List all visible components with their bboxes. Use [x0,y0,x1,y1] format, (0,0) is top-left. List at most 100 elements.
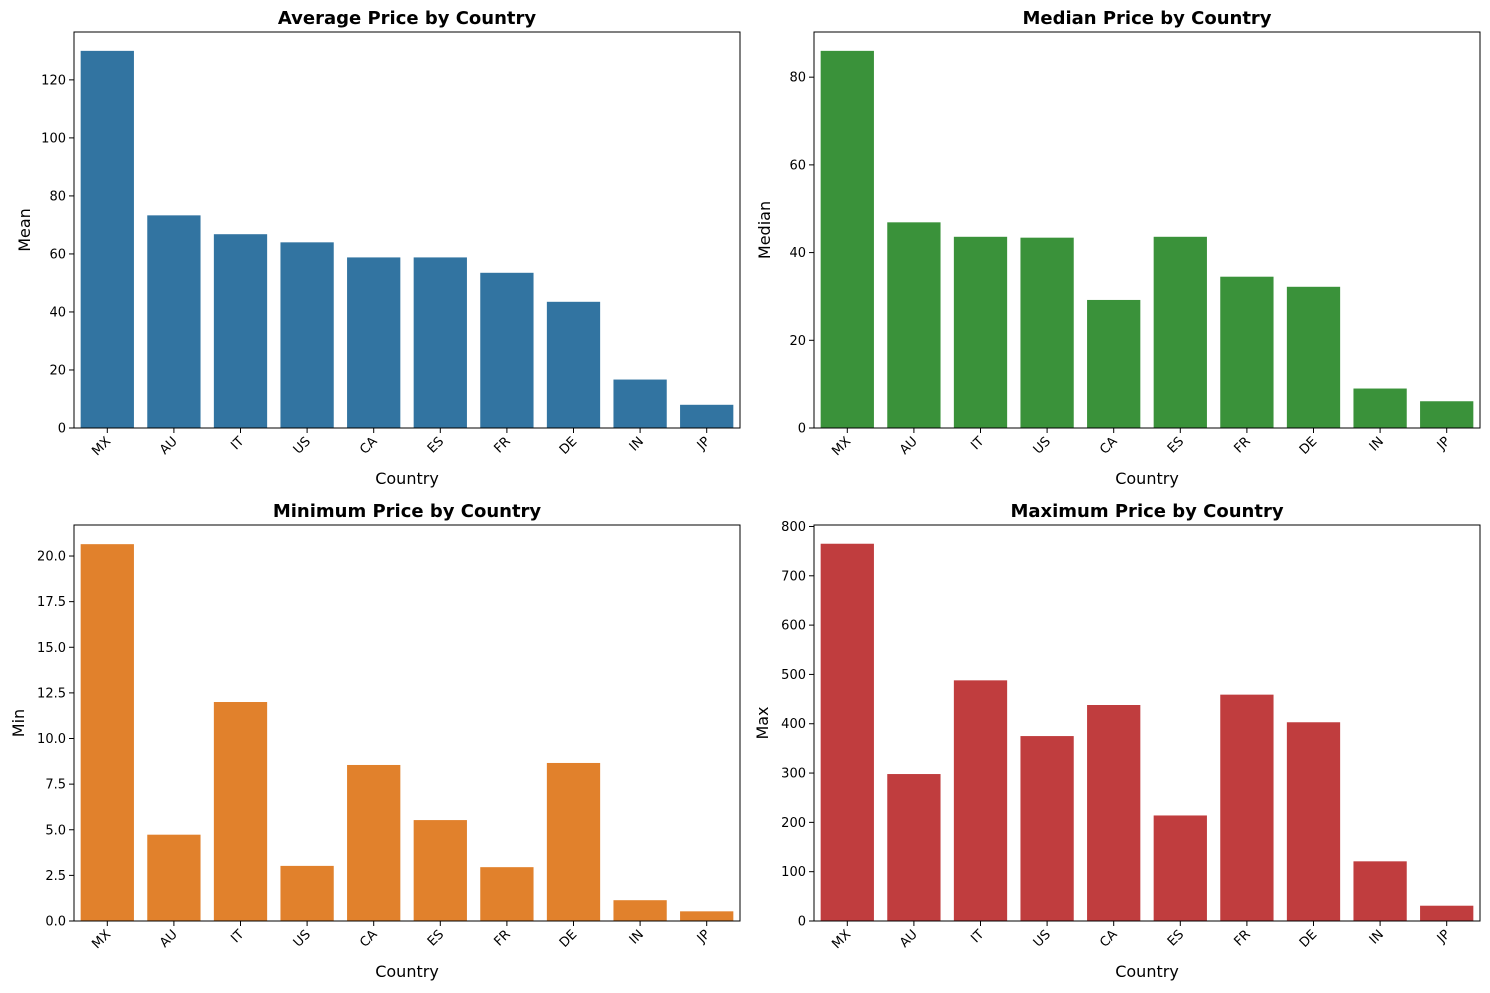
plot-frame [813,31,1481,429]
x-tick-label: ES [425,927,447,949]
chart-title: Median Price by Country [1022,8,1271,29]
bar-it [213,234,268,428]
y-axis-label: Max [753,706,772,739]
bar-mx [80,544,134,921]
chart-title: Average Price by Country [278,8,537,29]
bar-de [546,301,601,428]
bar-us [280,865,334,921]
bar-in [613,379,667,428]
bar-ca [347,764,401,921]
y-tick-label: 300 [781,767,806,782]
x-tick-label: FR [491,434,513,456]
x-tick-label: JP [1434,434,1454,454]
y-tick-label: 400 [781,717,806,732]
bar-in [1353,861,1407,921]
bar-jp [1420,905,1474,921]
x-tick-label: MX [829,434,854,459]
plot-frame [73,31,741,429]
y-tick-label: 100 [41,131,66,146]
x-axis-label: Country [1115,469,1179,488]
y-tick-label: 40 [49,305,66,320]
y-tick-label: 100 [781,865,806,880]
bar-jp [680,911,734,921]
y-tick-label: 600 [781,619,806,634]
x-tick-label: DE [557,434,581,458]
bar-es [1153,815,1207,921]
x-tick-label: FR [1231,927,1253,949]
y-tick-label: 80 [49,189,66,204]
y-tick-label: 17.5 [37,595,66,610]
x-tick-label: JP [1434,927,1454,947]
y-tick-label: 2.5 [45,869,66,884]
y-axis-label: Min [9,709,28,737]
x-tick-label: IT [228,434,247,453]
bar-ca [1087,299,1141,428]
y-tick-label: 800 [781,520,806,535]
bar-jp [680,404,734,428]
x-tick-label: IN [1367,927,1387,947]
bar-es [413,820,467,921]
x-tick-label: IN [1367,434,1387,454]
y-tick-label: 0 [58,422,66,437]
x-tick-label: US [291,927,314,950]
bar-ca [1087,705,1141,921]
bar-au [147,215,201,428]
x-tick-label: CA [1097,434,1120,457]
x-tick-label: AU [897,434,921,458]
y-tick-label: 80 [789,71,806,86]
x-tick-label: US [291,434,314,457]
chart-panel-4: 0 100 200 300 400 500 600 700 800 MX AU IT US CA ES FR D… [753,501,1481,981]
y-tick-label: 20 [789,334,806,349]
x-axis-label: Country [375,962,439,981]
x-tick-label: ES [1165,434,1187,456]
y-tick-label: 60 [49,247,66,262]
y-axis-label: Median [755,201,774,259]
y-tick-label: 12.5 [37,686,66,701]
bar-fr [480,867,534,921]
x-tick-label: AU [157,434,181,458]
bar-us [280,242,334,428]
x-tick-label: AU [157,927,181,951]
bar-mx [820,50,874,428]
y-tick-label: 0.0 [45,915,66,930]
x-tick-label: IN [627,434,647,454]
bar-au [887,774,941,921]
plot-frame [73,524,741,922]
bar-fr [480,272,534,428]
x-tick-label: CA [1097,927,1120,950]
bar-it [953,680,1008,921]
y-tick-label: 700 [781,569,806,584]
chart-panel-3: 0.0 2.5 5.0 7.5 10.0 12.5 15.0 17.5 20.0 MX AU IT US… [9,501,741,981]
bar-jp [1420,401,1474,428]
y-axis-label: Mean [15,208,34,252]
x-tick-label: JP [694,927,714,947]
y-tick-label: 0 [798,422,806,437]
x-tick-label: US [1031,927,1054,950]
x-tick-label: FR [491,927,513,949]
bar-es [413,257,467,428]
bar-de [1286,722,1341,921]
bar-in [613,900,667,921]
x-tick-label: CA [357,927,380,950]
bar-de [1286,286,1341,428]
bar-au [147,834,201,921]
chart-title: Minimum Price by Country [273,501,542,522]
chart-panel-2: 0 20 40 60 80 MX AU IT US CA ES FR DE IN JP Median Pric… [755,8,1481,488]
x-tick-label: IT [228,927,247,946]
x-axis-label: Country [375,469,439,488]
bar-mx [80,50,134,428]
x-axis-label: Country [1115,962,1179,981]
bar-au [887,222,941,428]
y-tick-label: 7.5 [45,778,66,793]
bar-mx [820,543,874,921]
bar-in [1353,388,1407,428]
x-tick-label: AU [897,927,921,951]
y-tick-label: 20 [49,363,66,378]
x-tick-label: JP [694,434,714,454]
bar-es [1153,236,1207,428]
x-tick-label: MX [89,927,114,952]
chart-title: Maximum Price by Country [1010,501,1283,522]
x-tick-label: DE [1297,434,1321,458]
